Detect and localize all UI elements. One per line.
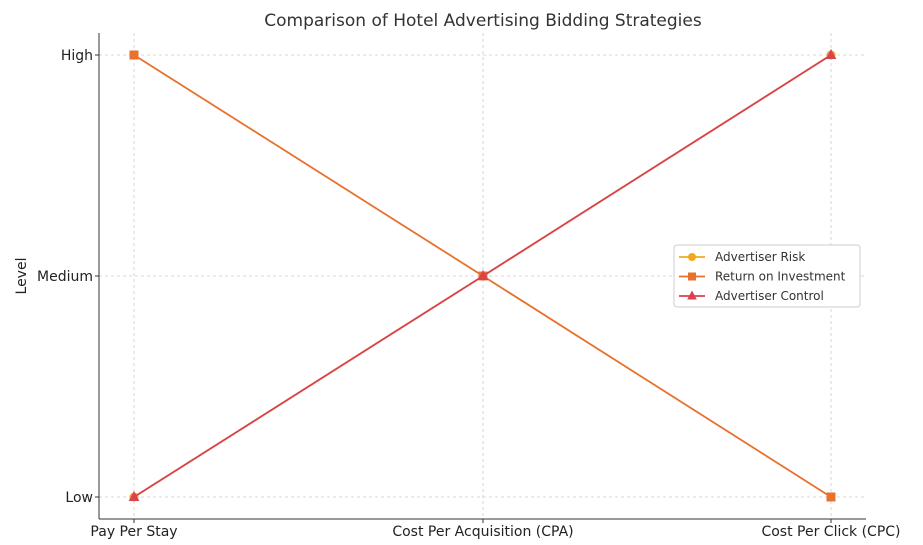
x-axis-ticks: Pay Per Stay Cost Per Acquisition (CPA) Co… <box>90 519 901 540</box>
legend-label: Return on Investment <box>715 270 846 284</box>
legend-label: Advertiser Control <box>715 289 824 303</box>
legend-label: Advertiser Risk <box>715 250 805 264</box>
legend-swatch-marker <box>687 290 697 300</box>
legend-item-advertiser-risk: Advertiser Risk <box>679 250 805 264</box>
data-point-return-on-investment <box>826 492 836 502</box>
legend-box <box>673 244 861 308</box>
legend: Advertiser Risk Return on Investment Adver… <box>673 244 861 308</box>
y-tick-label: High <box>61 48 93 64</box>
legend-swatch-marker <box>688 272 696 281</box>
legend-swatch-marker <box>688 253 696 261</box>
chart-title: Comparison of Hotel Advertising Bidding … <box>264 11 702 31</box>
series <box>128 48 837 502</box>
x-tick-label: Cost Per Acquisition (CPA) <box>392 524 573 540</box>
data-point-advertiser-control <box>477 269 489 280</box>
data-point-advertiser-control <box>825 48 837 59</box>
data-point-return-on-investment <box>129 50 139 60</box>
y-axis-label: Level <box>14 258 30 295</box>
x-tick-label: Cost Per Click (CPC) <box>761 524 900 540</box>
x-tick-label: Pay Per Stay <box>90 524 177 540</box>
legend-item-return-on-investment: Return on Investment <box>679 270 846 284</box>
data-point-advertiser-control <box>128 490 140 501</box>
y-axis-ticks: Low Medium High <box>37 48 99 506</box>
y-tick-label: Low <box>65 490 93 506</box>
series-advertiser-control <box>128 48 837 501</box>
y-tick-label: Medium <box>37 269 93 285</box>
legend-item-advertiser-control: Advertiser Control <box>679 289 824 303</box>
